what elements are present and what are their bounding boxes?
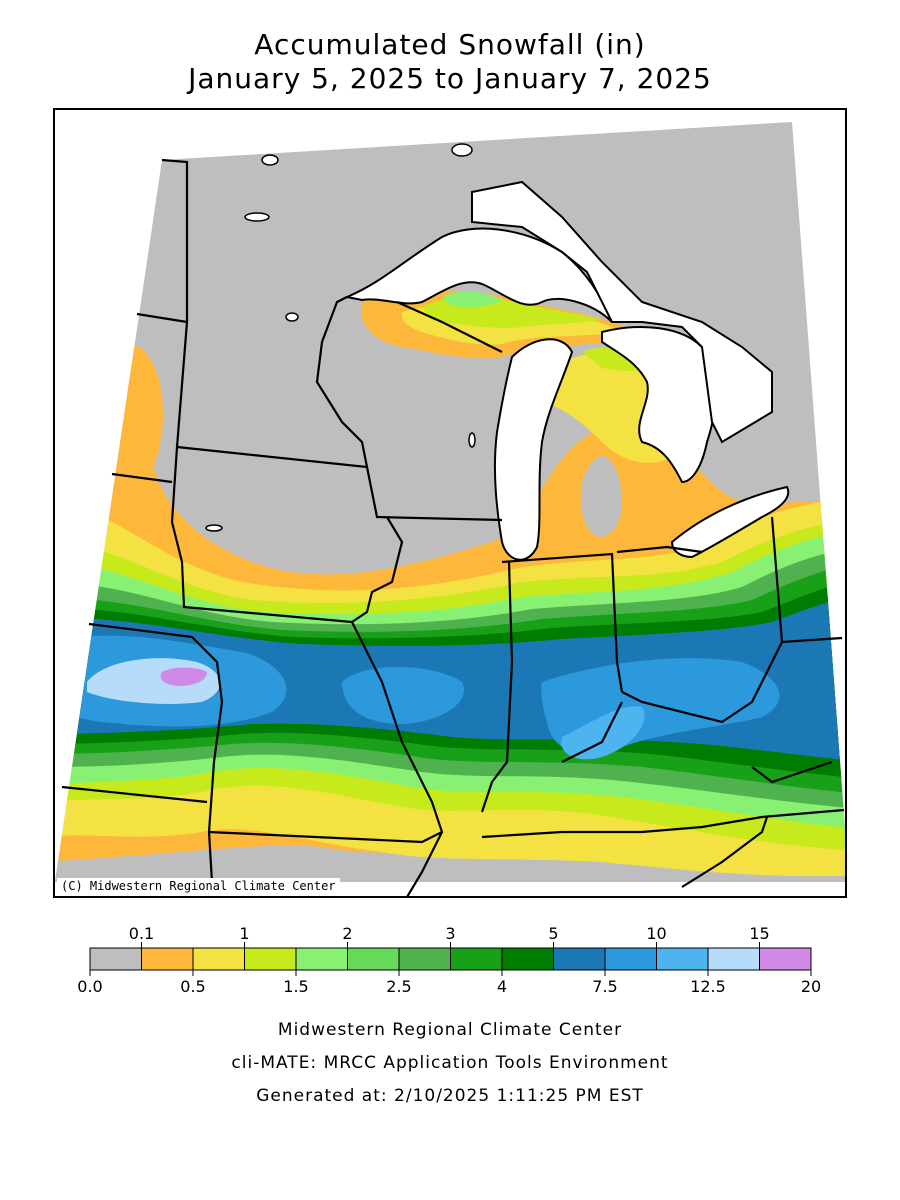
band-10in-central	[342, 667, 464, 724]
legend-top-label: 1	[239, 924, 249, 943]
legend-swatch	[398, 947, 451, 971]
map-canvas	[55, 122, 845, 896]
color-legend: 0.1 1 2 3 5 10 15 0.0 0.5 1.5 2.5 4 7.5 12.5 20	[77, 924, 821, 996]
legend-top-label: 10	[646, 924, 666, 943]
legend-bottom-label: 1.5	[283, 977, 308, 996]
band-12-5in	[561, 706, 645, 760]
legend-swatch	[553, 947, 606, 971]
band-lower-michigan-gray	[580, 455, 622, 537]
band-western-0-5in	[62, 342, 163, 492]
map-credit: (C) Midwestern Regional Climate Center	[57, 878, 340, 894]
legend-bottom-label: 0.0	[77, 977, 102, 996]
legend-swatch	[759, 947, 812, 971]
legend-swatch	[604, 947, 657, 971]
band-upper-peninsula-2in	[442, 290, 502, 307]
footer-generated-time: Generated at: 2/10/2025 1:11:25 PM EST	[256, 1086, 644, 1106]
legend-swatch	[656, 947, 709, 971]
snowfall-map: (C) Midwestern Regional Climate Center	[53, 108, 847, 898]
footer-application: cli-MATE: MRCC Application Tools Environ…	[231, 1053, 669, 1073]
legend-swatch	[192, 947, 245, 971]
legend-top-label: 3	[445, 924, 455, 943]
map-date-range: January 5, 2025 to January 7, 2025	[188, 62, 712, 95]
legend-top-label: 0.1	[129, 924, 154, 943]
legend-swatch	[89, 947, 142, 971]
lake-michigan	[493, 338, 574, 561]
band-20in	[160, 667, 207, 686]
legend-bottom-label: 2.5	[386, 977, 411, 996]
lake-erie	[670, 485, 790, 559]
legend-top-label: 15	[749, 924, 769, 943]
state-boundaries	[61, 158, 845, 896]
map-title: Accumulated Snowfall (in)	[254, 28, 646, 61]
legend-top-label: 2	[342, 924, 352, 943]
legend-bottom-labels: 0.0 0.5 1.5 2.5 4 7.5 12.5 20	[77, 970, 821, 996]
legend-bottom-label: 20	[801, 977, 821, 996]
legend-swatch	[347, 947, 400, 971]
legend-bottom-label: 12.5	[690, 977, 726, 996]
legend-bottom-label: 0.5	[180, 977, 205, 996]
legend-swatch	[450, 947, 503, 971]
ontario-canada-area	[471, 180, 773, 444]
legend-top-label: 5	[548, 924, 558, 943]
legend-swatches	[89, 947, 812, 971]
legend-swatch	[295, 947, 348, 971]
lake-superior	[343, 227, 613, 323]
footer-organization: Midwestern Regional Climate Center	[277, 1020, 623, 1040]
lake-islands	[205, 143, 476, 532]
legend-bottom-label: 4	[497, 977, 507, 996]
legend-swatch	[707, 947, 760, 971]
legend-swatch	[501, 947, 554, 971]
legend-swatch	[141, 947, 194, 971]
legend-bottom-label: 7.5	[592, 977, 617, 996]
legend-top-labels: 0.1 1 2 3 5 10 15	[129, 924, 770, 948]
legend-swatch	[244, 947, 297, 971]
